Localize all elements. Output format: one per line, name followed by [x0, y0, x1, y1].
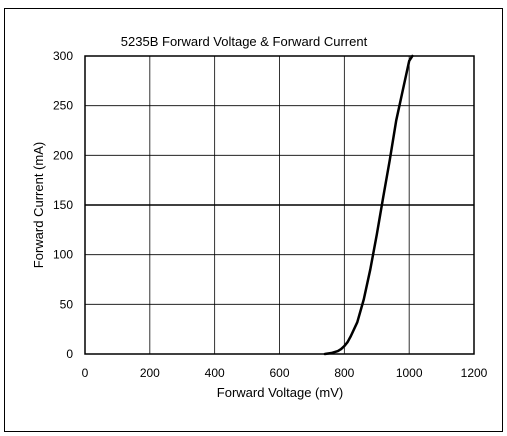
- chart-frame: 5235B Forward Voltage & Forward Current …: [4, 8, 503, 432]
- chart-title: 5235B Forward Voltage & Forward Current: [121, 34, 368, 49]
- chart-svg: 5235B Forward Voltage & Forward Current …: [31, 34, 488, 400]
- plot-area: [84, 55, 475, 355]
- y-axis-title: Forward Current (mA): [31, 142, 46, 268]
- x-tick-label: 1200: [461, 366, 488, 380]
- x-tick-label: 400: [205, 366, 225, 380]
- y-tick-label: 250: [53, 99, 73, 113]
- x-tick-label: 1000: [396, 366, 423, 380]
- x-tick-labels: 0 200 400 600 800 1000 1200: [82, 366, 488, 380]
- y-tick-labels: 0 50 100 150 200 250 300: [53, 49, 73, 361]
- y-tick-label: 100: [53, 248, 73, 262]
- x-tick-label: 200: [140, 366, 160, 380]
- x-tick-label: 800: [334, 366, 354, 380]
- series-line: [323, 54, 414, 356]
- grid-lines: [84, 55, 475, 355]
- y-tick-label: 50: [60, 297, 74, 311]
- y-tick-label: 150: [53, 198, 73, 212]
- x-tick-label: 600: [269, 366, 289, 380]
- y-tick-label: 200: [53, 148, 73, 162]
- x-tick-label: 0: [82, 366, 89, 380]
- y-tick-label: 0: [66, 347, 73, 361]
- x-axis-title: Forward Voltage (mV): [217, 385, 343, 400]
- y-tick-label: 300: [53, 49, 73, 63]
